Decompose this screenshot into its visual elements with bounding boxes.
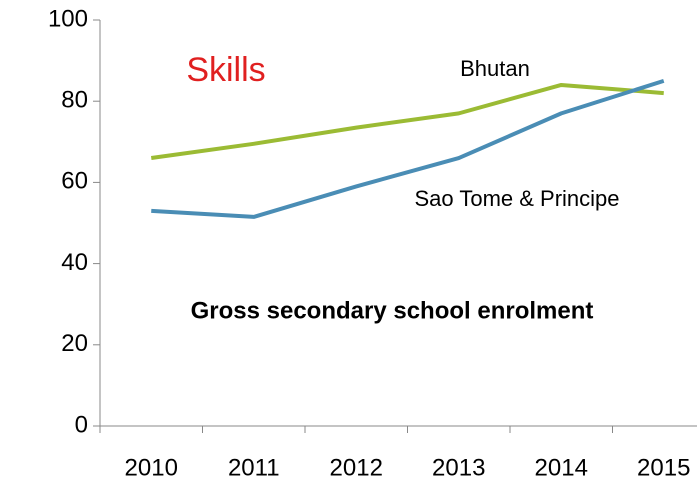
- series-line: [150, 82, 664, 161]
- y-tick-label: 60: [61, 168, 88, 195]
- x-tick-label: 2012: [330, 454, 383, 481]
- series-label: Sao Tome & Principe: [414, 186, 619, 211]
- y-tick-label: 40: [61, 249, 88, 276]
- series-label: Bhutan: [460, 56, 530, 81]
- x-tick-label: 2011: [228, 454, 280, 481]
- x-tick-label: 2015: [637, 454, 690, 481]
- y-tick-label: 0: [75, 411, 88, 438]
- y-tick-label: 100: [48, 5, 88, 32]
- x-tick-label: 2014: [535, 454, 588, 481]
- y-tick-label: 20: [61, 330, 88, 357]
- skills-annotation: Skills: [186, 51, 265, 89]
- x-tick-label: 2013: [432, 454, 485, 481]
- enrolment-annotation: Gross secondary school enrolment: [191, 297, 594, 324]
- y-tick-label: 80: [61, 87, 88, 114]
- x-tick-label: 2010: [125, 454, 178, 481]
- series-line: [151, 78, 665, 219]
